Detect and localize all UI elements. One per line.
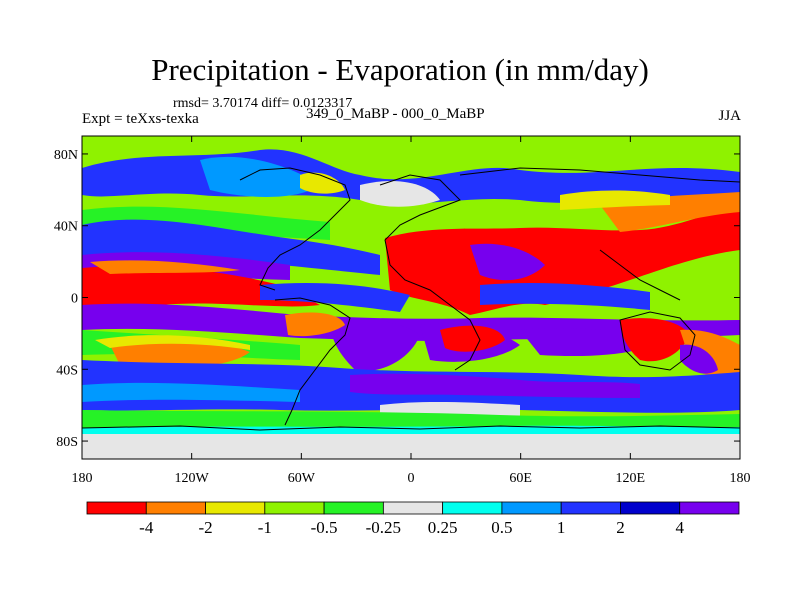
lon-tick-label: 120E bbox=[616, 471, 646, 486]
lat-tick-label: 40S bbox=[56, 363, 78, 378]
south-america-orange bbox=[285, 312, 345, 337]
colorbar-swatch bbox=[501, 501, 562, 515]
colorbar-level-label: -1 bbox=[258, 518, 272, 537]
map-title: Precipitation - Evaporation (in mm/day) bbox=[151, 52, 649, 87]
stats-line: rmsd= 3.70174 diff= 0.0123317 bbox=[173, 96, 353, 111]
colorbar-level-label: -0.5 bbox=[311, 518, 338, 537]
australia-purple bbox=[680, 344, 718, 374]
australia-red bbox=[620, 318, 690, 362]
cases-label: 349_0_MaBP - 000_0_MaBP bbox=[306, 106, 485, 122]
europe-africa-coast bbox=[379, 174, 481, 371]
siberia-yellow bbox=[560, 190, 670, 210]
lat-tick-label: 0 bbox=[71, 292, 78, 307]
colorbar-level-label: 0.25 bbox=[428, 518, 458, 537]
lat-tick-label: 80S bbox=[56, 435, 78, 450]
colorbar-level-label: 0.5 bbox=[491, 518, 512, 537]
colorbar-swatch bbox=[205, 501, 266, 515]
colorbar-swatch bbox=[86, 501, 147, 515]
colorbar-swatch bbox=[264, 501, 325, 515]
lon-tick-label: 0 bbox=[408, 471, 415, 486]
southern-africa-red bbox=[440, 325, 505, 352]
colorbar-level-label: 4 bbox=[675, 518, 684, 537]
north-pacific-blue bbox=[82, 219, 380, 275]
coastlines bbox=[82, 167, 740, 431]
precip-minus-evap-field bbox=[82, 136, 740, 459]
colorbar-level-label: 2 bbox=[616, 518, 625, 537]
colorbar-swatch bbox=[323, 501, 384, 515]
south-pacific-yellow bbox=[95, 335, 250, 350]
lat-tick-label: 40N bbox=[54, 220, 78, 235]
eurasia-red-core bbox=[385, 208, 740, 315]
experiment-label: Expt = teXxs-texka bbox=[82, 111, 199, 127]
southern-ocean-purple bbox=[350, 373, 640, 398]
south-america-coast bbox=[274, 297, 351, 426]
colorbar-swatch bbox=[382, 501, 444, 515]
south-america-purple bbox=[330, 318, 420, 371]
colorbar-swatch bbox=[145, 501, 206, 515]
southern-ocean-cyan bbox=[82, 382, 300, 402]
lon-tick-label: 60E bbox=[509, 471, 532, 486]
antarctica-coast bbox=[82, 425, 740, 431]
colorbar-level-label: -0.25 bbox=[366, 518, 401, 537]
south-pacific-orange bbox=[110, 339, 250, 369]
colorbar-swatch bbox=[620, 501, 681, 515]
colorbar-level-label: -2 bbox=[198, 518, 212, 537]
north-america-coast bbox=[239, 167, 351, 291]
australia-coast bbox=[619, 311, 696, 371]
season-label: JJA bbox=[718, 108, 741, 124]
indian-ocean-blue bbox=[480, 282, 650, 310]
lat-tick-label: 80N bbox=[54, 148, 78, 163]
north-cyan-patch bbox=[200, 156, 320, 197]
north-white-patch bbox=[360, 180, 440, 207]
lon-tick-label: 180 bbox=[72, 471, 93, 486]
lon-tick-label: 180 bbox=[730, 471, 751, 486]
north-yellow-patch bbox=[300, 172, 345, 194]
colorbar-swatch bbox=[442, 501, 503, 515]
colorbar: -4 -2 -1 -0.5 -0.25 0.25 0.5 1 2 4 bbox=[86, 501, 740, 537]
colorbar-level-label: 1 bbox=[557, 518, 566, 537]
colorbar-swatch bbox=[679, 501, 740, 515]
lon-tick-label: 120W bbox=[175, 471, 210, 486]
mideast-purple bbox=[470, 243, 545, 281]
nh-midlat-green bbox=[82, 206, 330, 240]
colorbar-level-label: -4 bbox=[139, 518, 154, 537]
colorbar-swatch bbox=[560, 501, 621, 515]
asia-coast bbox=[459, 167, 740, 301]
equatorial-blue bbox=[260, 283, 410, 312]
lon-tick-label: 60W bbox=[288, 471, 316, 486]
map-ticks: 80N 40N 0 40S 80S 180 120W 60W 0 60E 120E 180 bbox=[54, 136, 751, 486]
antarctic-coast-cyan bbox=[82, 425, 740, 434]
tropical-pacific-orange bbox=[90, 260, 240, 274]
